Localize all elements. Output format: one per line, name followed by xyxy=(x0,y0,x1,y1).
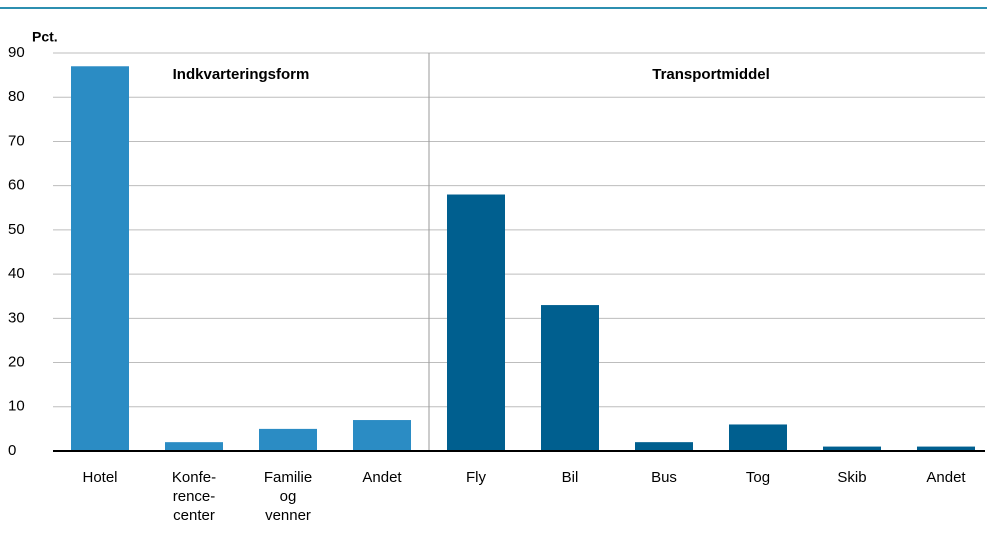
x-tick-label: Konfe-rence-center xyxy=(172,469,216,524)
bar xyxy=(71,66,129,452)
x-tick-label-line: Skib xyxy=(837,469,866,486)
x-tick-label-line: Familie xyxy=(264,469,312,486)
bar xyxy=(259,428,317,451)
x-tick-label: Andet xyxy=(362,469,402,486)
y-tick-label: 50 xyxy=(8,221,25,238)
y-axis-label: Pct. xyxy=(32,29,58,45)
y-tick-label: 60 xyxy=(8,177,25,194)
x-tick-label-line: Fly xyxy=(466,469,486,486)
y-tick-label: 10 xyxy=(8,398,25,415)
x-tick-label-line: og xyxy=(280,488,297,505)
y-tick-label: 80 xyxy=(8,88,25,105)
bar xyxy=(917,446,975,451)
y-tick-label: 0 xyxy=(8,442,16,459)
x-tick-label-line: Bil xyxy=(562,469,579,486)
x-tick-label: Bil xyxy=(562,469,579,486)
bar xyxy=(635,442,693,451)
x-tick-label: Tog xyxy=(746,469,770,486)
y-tick-label: 70 xyxy=(8,132,25,149)
x-tick-label-line: Andet xyxy=(362,469,402,486)
x-tick-label-line: Konfe- xyxy=(172,469,216,486)
y-tick-label: 90 xyxy=(8,44,25,61)
x-tick-label-line: rence- xyxy=(173,488,216,505)
x-tick-label-line: center xyxy=(173,507,215,524)
y-tick-label: 20 xyxy=(8,354,25,371)
x-tick-label-line: Hotel xyxy=(82,469,117,486)
bar xyxy=(353,420,411,451)
x-tick-label: Bus xyxy=(651,469,677,486)
y-tick-label: 30 xyxy=(8,309,25,326)
x-tick-label-line: Bus xyxy=(651,469,677,486)
bar xyxy=(729,424,787,451)
y-tick-label: 40 xyxy=(8,265,25,282)
bar xyxy=(165,442,223,451)
x-tick-label: Familie og venner xyxy=(264,469,312,524)
x-tick-label-line: Andet xyxy=(926,469,966,486)
x-tick-label: Fly xyxy=(466,469,486,486)
x-tick-label: Skib xyxy=(837,469,866,486)
group-label: Indkvarteringsform xyxy=(173,66,310,83)
bar xyxy=(541,305,599,451)
x-tick-label-line: venner xyxy=(265,507,311,524)
group-label: Transportmiddel xyxy=(652,66,770,83)
x-tick-label-line: Tog xyxy=(746,469,770,486)
x-tick-label: Hotel xyxy=(82,469,117,486)
bar xyxy=(823,446,881,451)
x-tick-label: Andet xyxy=(926,469,966,486)
bar xyxy=(447,194,505,451)
